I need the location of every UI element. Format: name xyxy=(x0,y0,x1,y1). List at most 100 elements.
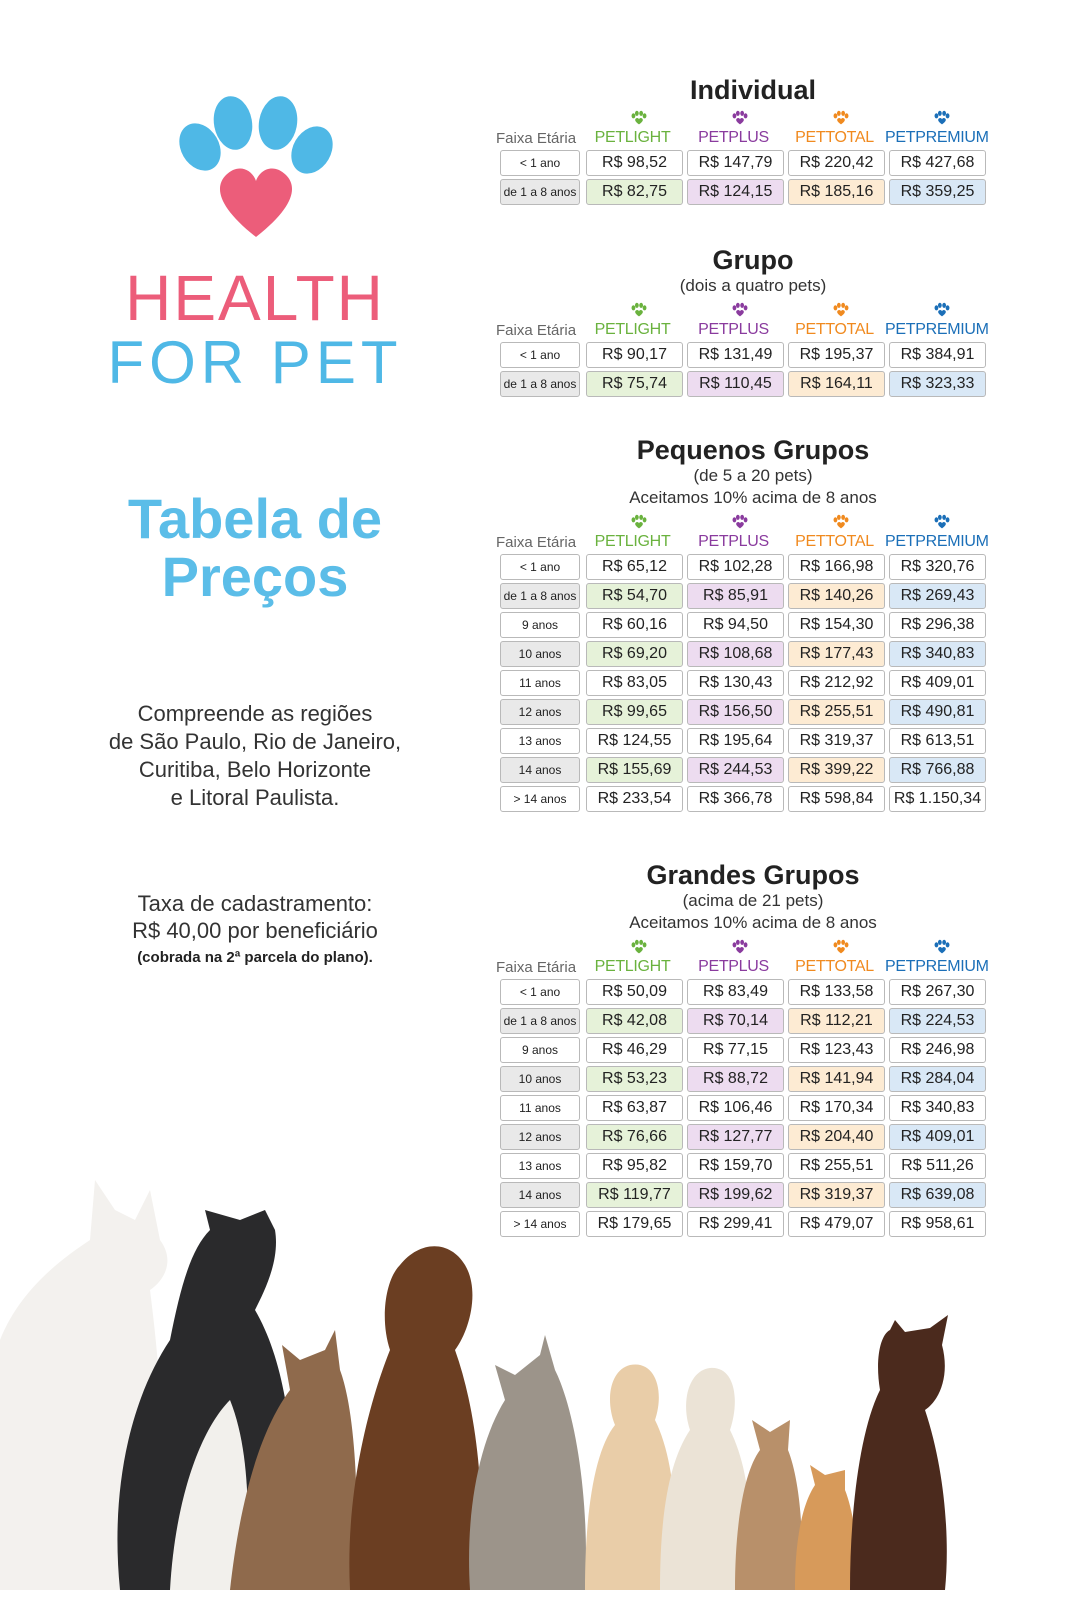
regions-line: de São Paulo, Rio de Janeiro, xyxy=(108,729,402,754)
price-cell: R$ 319,37 xyxy=(788,1182,885,1208)
price-cell: R$ 766,88 xyxy=(889,757,986,783)
plan-prefix: PET xyxy=(698,129,729,146)
plan-name: TOTAL xyxy=(825,958,874,975)
plan-name: PLUS xyxy=(728,533,769,550)
price-cell: R$ 399,22 xyxy=(788,757,885,783)
price-cell: R$ 958,61 xyxy=(889,1211,986,1237)
paw-icon xyxy=(934,110,949,125)
plan-prefix: PET xyxy=(698,533,729,550)
table-row: 13 anos R$ 95,82 R$ 159,70 R$ 255,51 R$ 511,… xyxy=(500,1153,1006,1179)
price-cell: R$ 154,30 xyxy=(788,612,885,638)
section-title: Individual xyxy=(689,75,816,105)
paw-heart-logo-icon xyxy=(179,96,333,237)
section-subtitle: (acima de 21 pets) xyxy=(682,891,824,910)
plan-prefix: PET xyxy=(594,129,626,146)
section-note: Aceitamos 10% acima de 8 anos xyxy=(629,913,877,932)
price-cell: R$ 1.150,34 xyxy=(889,786,986,812)
plan-header-plus: PETPLUS xyxy=(683,129,784,147)
age-cell: 11 anos xyxy=(500,1095,580,1121)
plan-icons-row xyxy=(588,301,1006,319)
plan-prefix: PET xyxy=(885,958,916,975)
table-row: < 1 ano R$ 90,17 R$ 131,49 R$ 195,37 R$ 384,… xyxy=(500,342,1006,368)
plan-name: TOTAL xyxy=(825,533,874,550)
price-cell: R$ 246,98 xyxy=(889,1037,986,1063)
price-cell: R$ 195,64 xyxy=(687,728,784,754)
orange-kitten-shape xyxy=(795,1465,857,1590)
brown-dog-shape xyxy=(349,1246,482,1590)
regions-text: Compreende as regiões de São Paulo, Rio … xyxy=(90,700,420,812)
price-cell: R$ 133,58 xyxy=(788,979,885,1005)
plan-name: PREMIUM xyxy=(915,129,989,146)
table-header: Faixa Etária PETLIGHT PETPLUS PETTOTAL PETPR… xyxy=(496,956,1006,976)
price-cell: R$ 299,41 xyxy=(687,1211,784,1237)
age-cell: 13 anos xyxy=(500,1153,580,1179)
age-cell: 9 anos xyxy=(500,1037,580,1063)
price-cell: R$ 75,74 xyxy=(586,371,683,397)
section-subtitle: (dois a quatro pets) xyxy=(679,276,827,295)
price-cell: R$ 83,49 xyxy=(687,979,784,1005)
age-cell: 12 anos xyxy=(500,699,580,725)
page-title: Tabela de Preços xyxy=(95,490,415,606)
paw-icon xyxy=(631,939,646,954)
plan-name: LIGHT xyxy=(624,533,671,550)
plan-header-light: PETLIGHT xyxy=(582,958,683,976)
price-cell: R$ 42,08 xyxy=(586,1008,683,1034)
age-cell: de 1 a 8 anos xyxy=(500,371,580,397)
plan-header-premium: PETPREMIUM xyxy=(885,958,989,976)
price-cell: R$ 102,28 xyxy=(687,554,784,580)
price-cell: R$ 195,37 xyxy=(788,342,885,368)
plan-name: TOTAL xyxy=(825,129,874,146)
price-cell: R$ 63,87 xyxy=(586,1095,683,1121)
fee-note: (cobrada na 2ª parcela do plano). xyxy=(137,949,373,966)
age-cell: < 1 ano xyxy=(500,342,580,368)
age-cell: de 1 a 8 anos xyxy=(500,179,580,205)
price-table: < 1 ano R$ 65,12 R$ 102,28 R$ 166,98 R$ 320,… xyxy=(500,554,1006,812)
age-cell: 10 anos xyxy=(500,641,580,667)
page-title-line2: Preços xyxy=(161,545,349,608)
pets-illustration xyxy=(0,1180,948,1590)
brand-line1: HEALTH xyxy=(125,262,385,334)
plan-header-plus: PETPLUS xyxy=(683,321,784,339)
price-cell: R$ 170,34 xyxy=(788,1095,885,1121)
puppy-shape xyxy=(585,1364,675,1590)
price-cell: R$ 409,01 xyxy=(889,1124,986,1150)
regions-line: e Litoral Paulista. xyxy=(170,785,340,810)
price-cell: R$ 255,51 xyxy=(788,699,885,725)
plan-header-light: PETLIGHT xyxy=(582,533,683,551)
price-cell: R$ 639,08 xyxy=(889,1182,986,1208)
grey-cat-shape xyxy=(469,1335,586,1590)
table-row: < 1 ano R$ 65,12 R$ 102,28 R$ 166,98 R$ 320,… xyxy=(500,554,1006,580)
price-cell: R$ 156,50 xyxy=(687,699,784,725)
price-cell: R$ 140,26 xyxy=(788,583,885,609)
table-row: 9 anos R$ 60,16 R$ 94,50 R$ 154,30 R$ 296,38 xyxy=(500,612,1006,638)
price-cell: R$ 511,26 xyxy=(889,1153,986,1179)
table-row: de 1 a 8 anos R$ 54,70 R$ 85,91 R$ 140,26 R$… xyxy=(500,583,1006,609)
price-cell: R$ 598,84 xyxy=(788,786,885,812)
white-puppy-shape xyxy=(660,1367,750,1590)
paw-icon xyxy=(631,514,646,529)
plan-prefix: PET xyxy=(698,321,729,338)
price-cell: R$ 199,62 xyxy=(687,1182,784,1208)
paw-icon xyxy=(934,514,949,529)
price-cell: R$ 77,15 xyxy=(687,1037,784,1063)
price-cell: R$ 185,16 xyxy=(788,179,885,205)
price-cell: R$ 319,37 xyxy=(788,728,885,754)
price-cell: R$ 46,29 xyxy=(586,1037,683,1063)
plan-header-light: PETLIGHT xyxy=(582,321,683,339)
price-cell: R$ 340,83 xyxy=(889,1095,986,1121)
price-cell: R$ 490,81 xyxy=(889,699,986,725)
age-cell: 13 anos xyxy=(500,728,580,754)
table-row: 14 anos R$ 119,77 R$ 199,62 R$ 319,37 R$ 639… xyxy=(500,1182,1006,1208)
plan-header-total: PETTOTAL xyxy=(784,533,885,551)
paw-icon xyxy=(833,110,848,125)
table-row: > 14 anos R$ 233,54 R$ 366,78 R$ 598,84 R$ 1… xyxy=(500,786,1006,812)
paw-icon xyxy=(934,939,949,954)
price-cell: R$ 110,45 xyxy=(687,371,784,397)
age-cell: > 14 anos xyxy=(500,786,580,812)
price-table: < 1 ano R$ 50,09 R$ 83,49 R$ 133,58 R$ 267,3… xyxy=(500,979,1006,1237)
price-cell: R$ 130,43 xyxy=(687,670,784,696)
age-cell: > 14 anos xyxy=(500,1211,580,1237)
price-cell: R$ 204,40 xyxy=(788,1124,885,1150)
table-row: 12 anos R$ 99,65 R$ 156,50 R$ 255,51 R$ 490,… xyxy=(500,699,1006,725)
table-row: 14 anos R$ 155,69 R$ 244,53 R$ 399,22 R$ 766… xyxy=(500,757,1006,783)
